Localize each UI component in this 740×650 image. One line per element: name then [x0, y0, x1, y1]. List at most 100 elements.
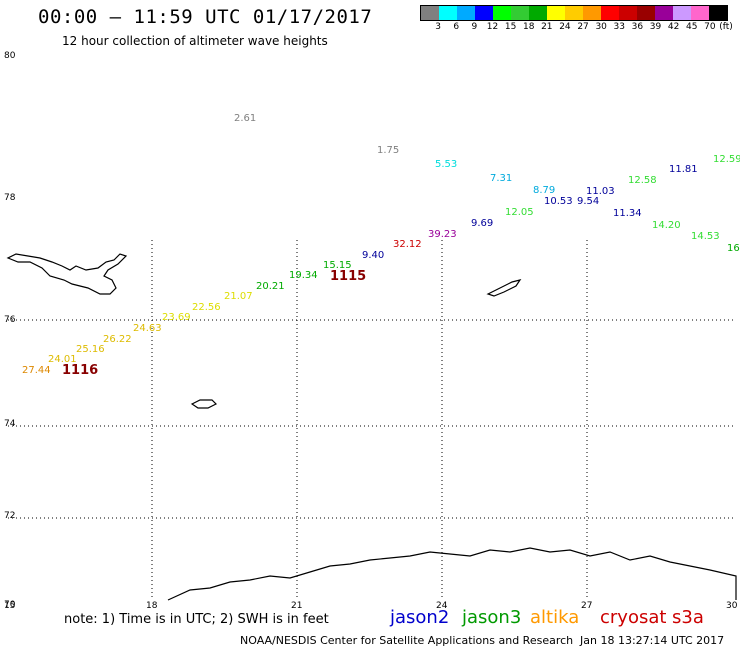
- color-scale-label: 3: [435, 22, 441, 32]
- color-scale-label: 21: [541, 22, 553, 32]
- color-swatch: [493, 6, 511, 20]
- color-scale-label: 18: [522, 22, 535, 32]
- longitude-label: 30: [726, 601, 738, 611]
- credit-line: NOAA/NESDIS Center for Satellite Applica…: [240, 634, 574, 647]
- color-scale-label: 6: [453, 22, 460, 32]
- wave-height-value: 14.20: [652, 220, 681, 231]
- wave-height-value: 9.54: [577, 196, 599, 207]
- wave-height-value: 1.75: [377, 145, 399, 156]
- color-scale-label: 12: [486, 22, 499, 32]
- latitude-label: 76: [4, 315, 16, 325]
- wave-height-value: 25.16: [76, 344, 105, 355]
- color-swatch: [673, 6, 691, 20]
- wave-height-value: 11.34: [613, 208, 642, 219]
- legend-jason2: jason2: [390, 607, 450, 628]
- color-scale-label: 15: [504, 22, 517, 32]
- legend-altika: altika: [530, 607, 580, 628]
- latitude-label: 70: [4, 600, 16, 610]
- wave-height-value: 23.69: [162, 312, 191, 323]
- color-swatch: [475, 6, 493, 20]
- color-swatch: [565, 6, 583, 20]
- color-swatch: [529, 6, 547, 20]
- wave-height-value: 20.21: [256, 281, 285, 292]
- wave-height-value: 24.63: [133, 323, 162, 334]
- latitude-label: 72: [4, 511, 15, 521]
- longitude-label: 27: [581, 601, 592, 611]
- color-swatch: [619, 6, 637, 20]
- longitude-label: 18: [146, 601, 158, 611]
- color-swatch: [691, 6, 709, 20]
- wave-height-value: 19.34: [289, 270, 318, 281]
- wave-height-value: 12.58: [628, 175, 657, 186]
- color-swatch: [421, 6, 439, 20]
- color-swatch: [583, 6, 601, 20]
- color-scale-label: 24: [559, 22, 571, 32]
- wave-height-value: 32.12: [393, 239, 422, 250]
- pass-time-label: 1115: [330, 269, 366, 284]
- wave-height-value: 11.03: [586, 186, 615, 197]
- wave-height-value: 11.81: [669, 164, 698, 175]
- hopen-island: [486, 279, 522, 297]
- legend-jason3: jason3: [462, 607, 522, 628]
- color-scale-label: 45: [686, 22, 698, 32]
- pass-labels: 1115 1116: [62, 269, 366, 378]
- wave-height-value: 12.59: [713, 154, 740, 165]
- units-note: note: 1) Time is in UTC; 2) SWH is in fe…: [64, 612, 329, 627]
- credit-date: Jan 18 13:27:14 UTC 2017: [580, 634, 725, 647]
- color-swatch: [601, 6, 619, 20]
- color-scale-label: 39: [649, 22, 662, 32]
- wave-height-value: 24.01: [48, 354, 77, 365]
- wave-height-value: 10.53: [544, 196, 573, 207]
- wave-height-value: 9.69: [471, 218, 493, 229]
- longitude-label: 15: [4, 601, 15, 611]
- latitude-label: 78: [4, 193, 16, 203]
- wave-height-value: 7.31: [490, 173, 512, 184]
- norway-coast: [167, 547, 737, 601]
- bjornoya-island: [190, 399, 218, 409]
- color-swatch: [547, 6, 565, 20]
- pass-time-label: 1116: [62, 363, 98, 378]
- color-swatch: [655, 6, 673, 20]
- longitude-label: 24: [436, 601, 448, 611]
- color-scale-label: 70: [704, 22, 716, 32]
- map-title: 00:00 – 11:59 UTC 01/17/2017: [38, 6, 373, 28]
- color-scale-labels: 3 6 9 12 15 18 21 24 27 30 33 36 39 42 45 70 (ft): [420, 21, 733, 33]
- wave-height-value: 22.56: [192, 302, 221, 313]
- wave-height-value: 5.53: [435, 159, 457, 170]
- wave-height-value: 27.44: [22, 365, 51, 376]
- color-scale-label: 42: [667, 22, 680, 32]
- color-scale-swatches: [420, 5, 728, 21]
- color-swatch: [457, 6, 475, 20]
- map-subtitle: 12 hour collection of altimeter wave hei…: [62, 34, 328, 48]
- color-scale-label: 33: [613, 22, 626, 32]
- wave-height-value: 9.40: [362, 250, 384, 261]
- wave-height-value: 14.53: [691, 231, 720, 242]
- latitude-label: 80: [4, 51, 16, 61]
- color-swatch: [511, 6, 529, 20]
- color-scale-label: 9: [471, 22, 478, 32]
- coastlines: [6, 253, 737, 601]
- color-scale-label: 36: [631, 22, 644, 32]
- wave-height-value: 26.22: [103, 334, 132, 345]
- wave-height-value: 2.61: [234, 113, 256, 124]
- wave-height-value: 15.15: [323, 260, 352, 271]
- legend-s3a: s3a: [672, 607, 704, 628]
- color-swatch: [709, 6, 727, 20]
- legend-cryosat: cryosat: [600, 607, 667, 628]
- latitude-label: 74: [4, 419, 16, 429]
- color-scale-unit: (ft): [719, 22, 733, 32]
- wave-height-value: 16: [727, 243, 740, 254]
- color-swatch: [637, 6, 655, 20]
- color-swatch: [439, 6, 457, 20]
- wave-height-value: 12.05: [505, 207, 534, 218]
- longitude-label: 21: [291, 601, 302, 611]
- color-scale-label: 30: [595, 22, 607, 32]
- svalbard-coast-left: [6, 253, 128, 295]
- wave-height-value: 39.23: [428, 229, 457, 240]
- wave-height-value: 21.07: [224, 291, 253, 302]
- wave-height-value: 8.79: [533, 185, 555, 196]
- color-scale-label: 27: [577, 22, 589, 32]
- wave-height-color-scale: 3 6 9 12 15 18 21 24 27 30 33 36 39 42 45 70 (ft): [420, 5, 733, 33]
